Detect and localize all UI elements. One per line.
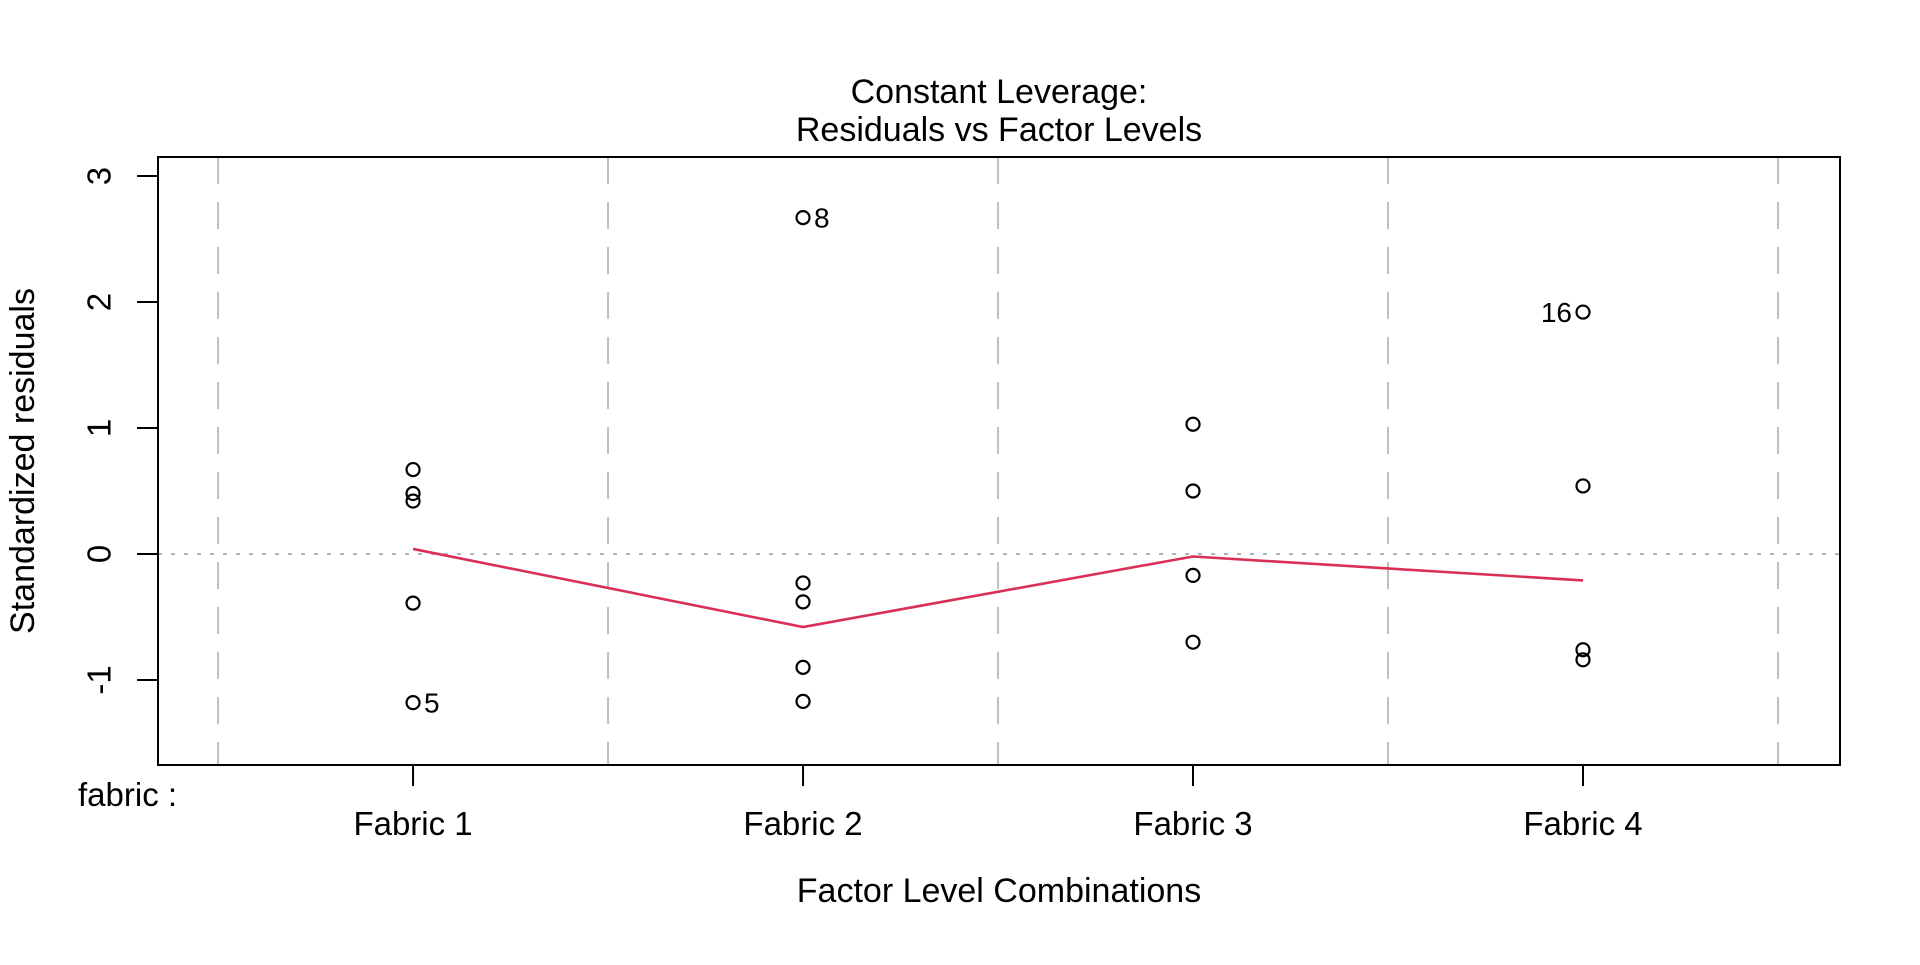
data-point [1575, 652, 1591, 668]
y-tick-label: 3 [81, 167, 118, 185]
point-label: 16 [1541, 297, 1572, 328]
plot-title-line1: Constant Leverage: [851, 73, 1148, 111]
plot-box [157, 156, 1841, 766]
data-point [1185, 416, 1201, 432]
x-axis-label: Factor Level Combinations [797, 872, 1201, 910]
data-point [1185, 483, 1201, 499]
y-axis-label: Standardized residuals [4, 288, 42, 634]
x-tick-label: Fabric 3 [1133, 805, 1252, 842]
group-fabric-3 [1185, 416, 1201, 650]
data-point [405, 485, 421, 502]
data-point [1575, 304, 1591, 320]
data-point [795, 693, 811, 709]
y-tick-label: -1 [81, 665, 118, 694]
data-point [1575, 642, 1591, 658]
group-fabric-4: 16 [1541, 297, 1591, 668]
y-tick-label: 2 [81, 293, 118, 311]
factor-prefix-label: fabric : [78, 776, 177, 813]
y-tick-label: 0 [81, 545, 118, 563]
data-point [795, 575, 811, 591]
y-tick-label: 1 [81, 419, 118, 437]
lowess-smooth-line [412, 547, 1584, 629]
plot-title-line2: Residuals vs Factor Levels [796, 111, 1202, 149]
data-point [1185, 567, 1201, 583]
group-fabric-2: 8 [795, 202, 830, 709]
data-point [405, 493, 421, 509]
data-point [795, 659, 811, 675]
point-label: 5 [424, 687, 440, 718]
point-label: 8 [814, 202, 830, 233]
data-point [405, 695, 421, 711]
plot-area: 5 8 16 -1 0 1 2 3 Fabric 1 Fabric 2 Fabric 3 Fabric… [81, 156, 1841, 842]
group-fabric-1: 5 [405, 461, 440, 718]
data-point [795, 209, 811, 226]
data-point [405, 595, 421, 611]
data-point [405, 461, 421, 478]
x-tick-label: Fabric 4 [1523, 805, 1642, 842]
x-tick-label: Fabric 1 [353, 805, 472, 842]
x-tick-label: Fabric 2 [743, 805, 862, 842]
data-point [1575, 478, 1591, 494]
data-point [1185, 634, 1201, 650]
data-point [795, 594, 811, 610]
